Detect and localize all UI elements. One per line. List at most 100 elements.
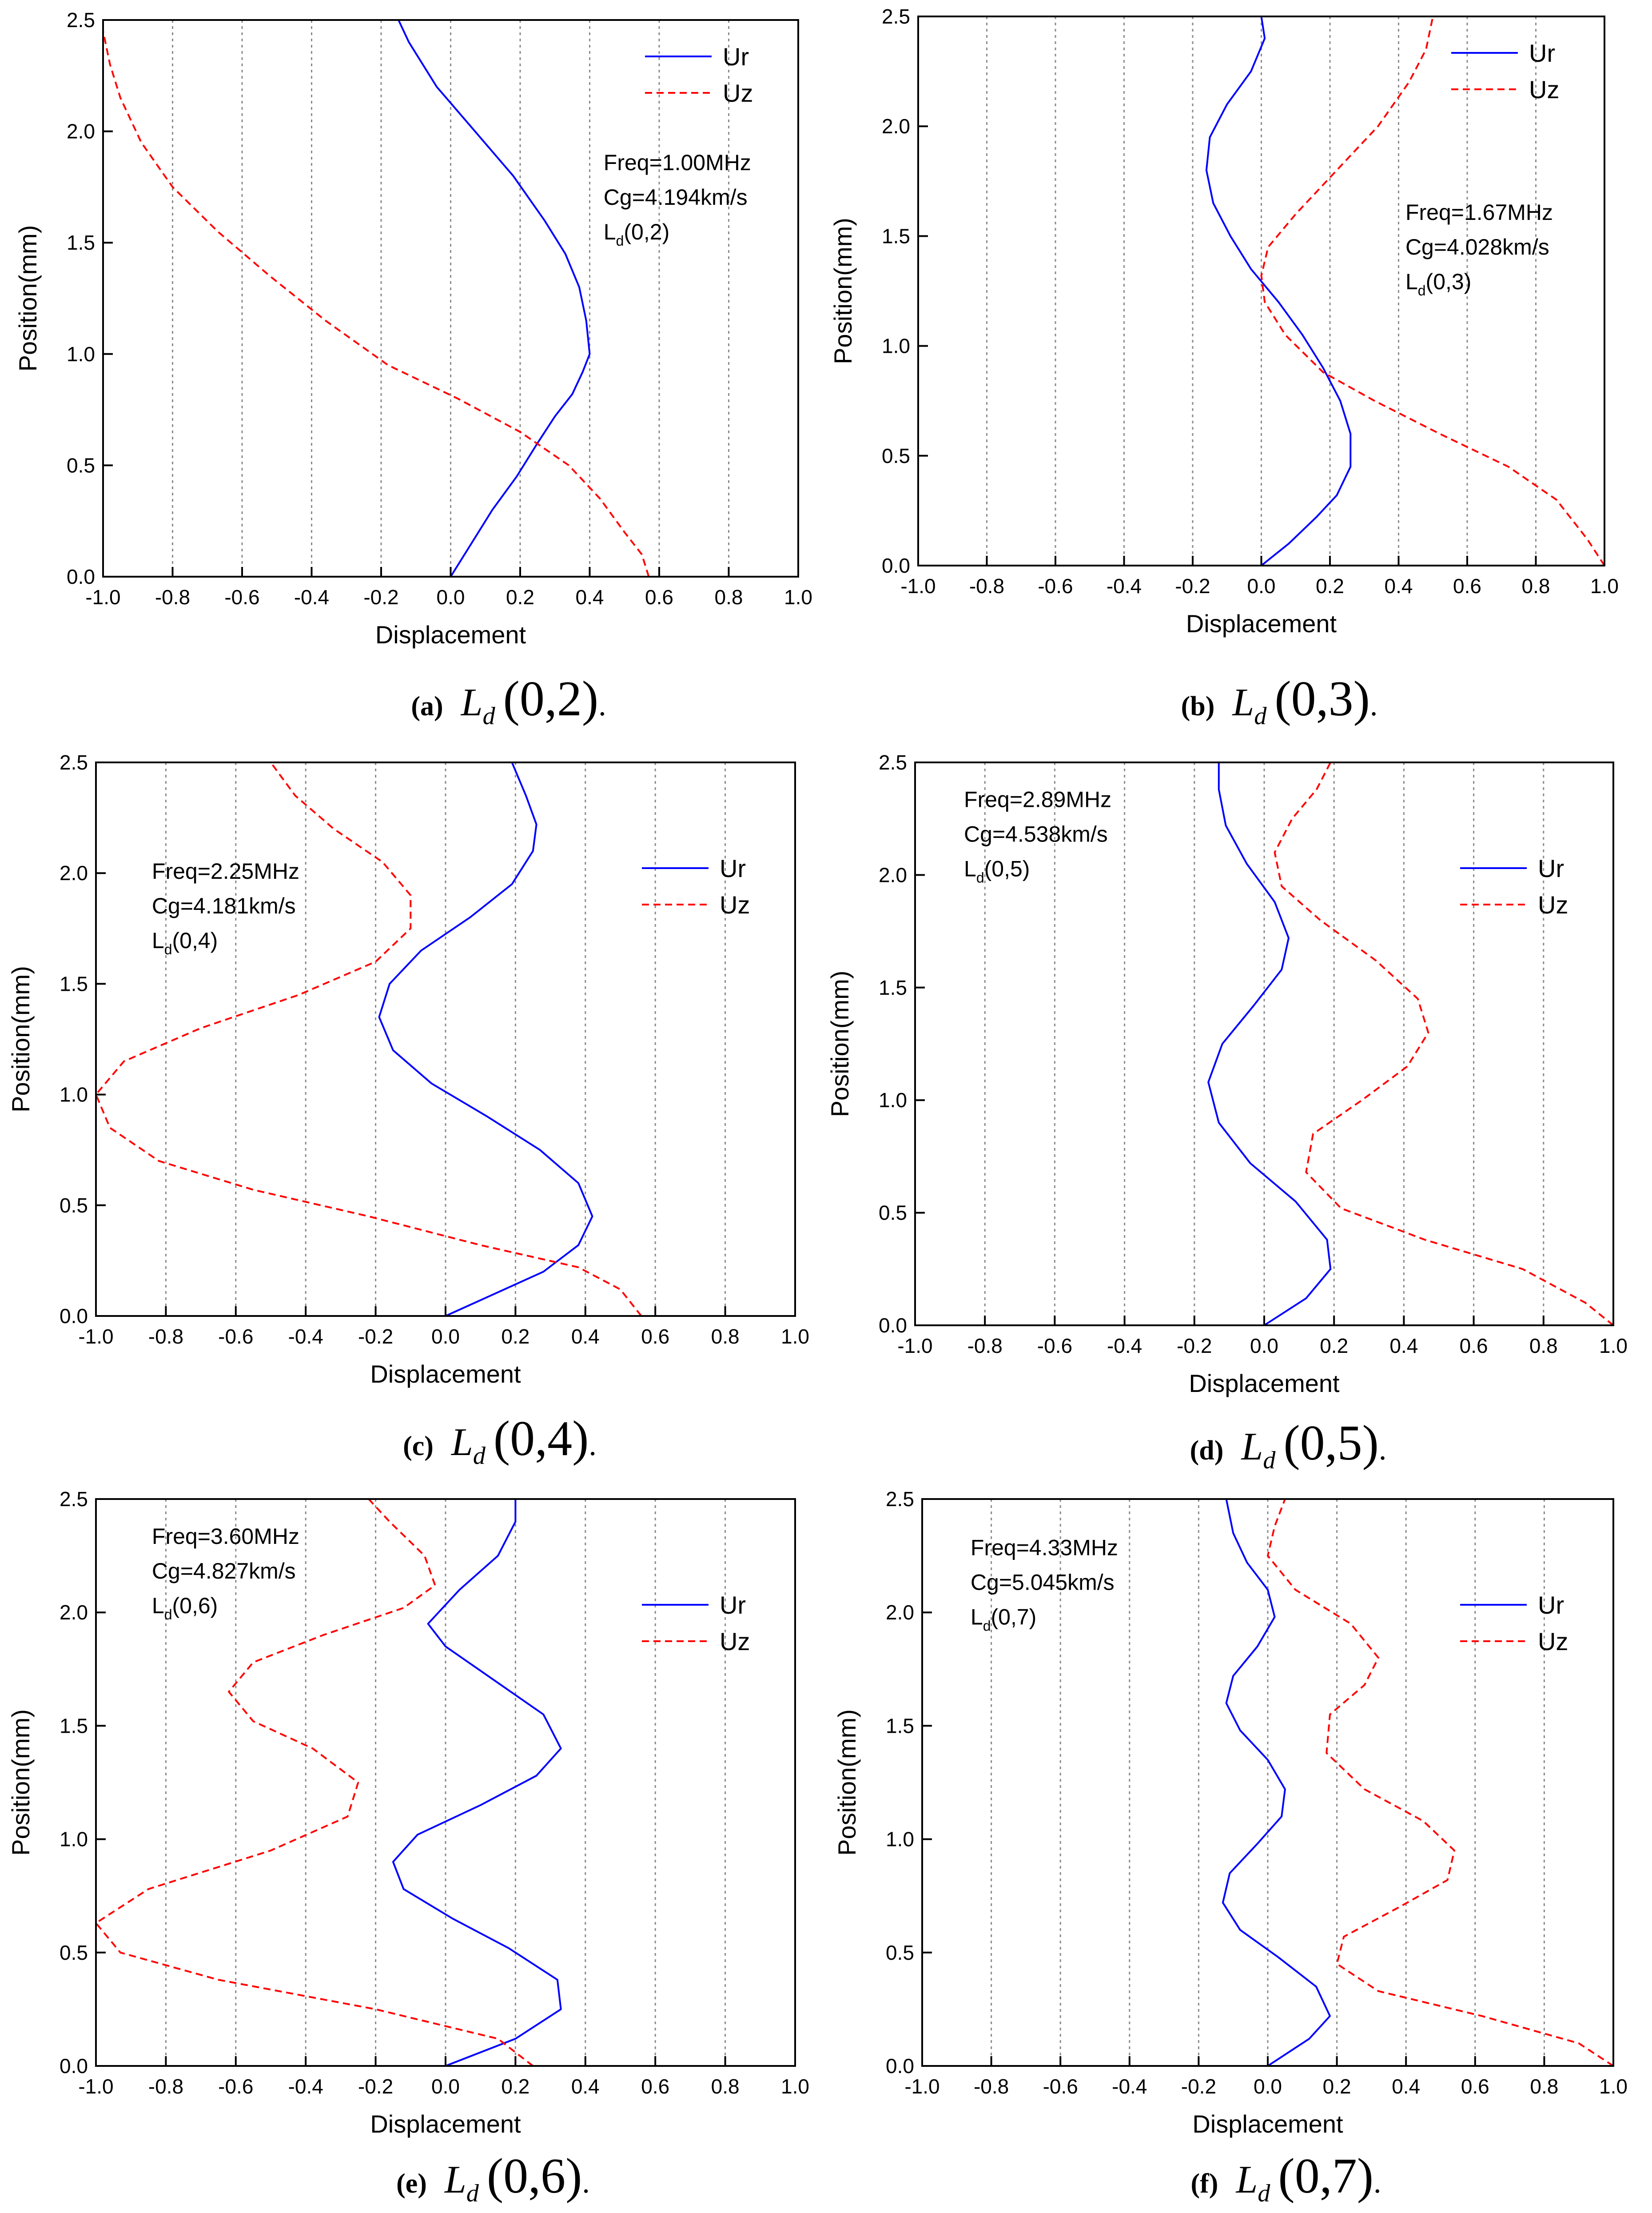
x-tick-label: 0.2 [501,2075,529,2098]
y-tick-label: 0.0 [60,1304,88,1328]
x-tick-label: 0.2 [1316,574,1344,598]
x-tick-label: 1.0 [781,1325,809,1348]
series-line-ur [1205,16,1352,566]
x-tick-label: 0.8 [1530,2075,1558,2098]
x-tick-label: 0.0 [1247,574,1276,598]
legend-label-uz: Uz [720,891,750,919]
x-tick-label: 1.0 [781,2075,809,2098]
x-tick-label: -0.6 [218,1325,253,1348]
y-tick-label: 2.0 [67,120,95,143]
y-tick-label: 0.0 [882,554,910,577]
x-axis-label: Displacement [370,1360,521,1388]
annotation: Freq=4.33MHz Cg=5.045km/s Ld(0,7) [971,1535,1118,1634]
annotation-freq: Freq=2.89MHz [964,787,1111,812]
legend-label-ur: Ur [720,1591,746,1619]
annotation-mode: Ld(0,4) [152,928,218,957]
x-tick-label: 0.8 [711,2075,740,2098]
x-tick-label: -0.8 [155,586,190,609]
y-tick-label: 1.0 [882,335,910,358]
annotation: Freq=2.89MHz Cg=4.538km/s Ld(0,5) [964,787,1111,886]
y-tick-label: 1.0 [67,343,95,366]
y-tick-label: 1.5 [60,1714,88,1737]
chart-panel-e: -1.0 -0.8 -0.6 -0.4 -0.2 0.0 0.2 0.4 0.6 0.8 1.0 0.… [7,1487,809,2207]
x-tick-label: -0.2 [1181,2075,1216,2098]
plot-frame [95,1498,796,2067]
legend-label-uz: Uz [720,1627,750,1655]
x-tick-label: 0.0 [431,2075,460,2098]
x-tick-label: 0.6 [645,586,673,609]
y-tick-label: 2.0 [882,115,910,138]
x-tick-label: 1.0 [1590,574,1619,598]
y-tick-label: 0.0 [886,2054,914,2077]
legend-label-ur: Ur [1529,39,1555,67]
x-tick-label: -0.2 [363,586,398,609]
legend: Ur Uz [642,1591,750,1655]
caption: (c) Ld (0,4). [403,1411,597,1470]
annotation-cg: Cg=4.538km/s [964,822,1108,847]
series-line-ur [1207,762,1332,1326]
x-tick-label: 0.6 [1460,1334,1488,1357]
x-tick-label: 0.8 [715,586,743,609]
y-tick-label: 1.0 [60,1828,88,1851]
x-tick-label: 0.4 [571,2075,600,2098]
y-tick-label: 1.5 [879,976,907,999]
x-axis-label: Displacement [1189,1369,1340,1397]
x-axis-label: Displacement [370,2110,521,2138]
caption: (f) Ld (0,7). [1191,2149,1381,2207]
series-line-uz [95,762,642,1317]
legend: Ur Uz [642,854,750,919]
y-tick-label: 0.5 [879,1201,907,1224]
series-line-ur [378,762,593,1317]
x-tick-label: 0.4 [576,586,604,609]
y-tick-label: 1.0 [60,1083,88,1106]
x-tick-label: -0.4 [288,1325,323,1348]
x-tick-label: -0.6 [1043,2075,1078,2098]
annotation-mode: Ld(0,5) [964,857,1030,886]
y-axis-label: Position(mm) [829,218,857,364]
x-tick-label: -1.0 [900,574,935,598]
x-tick-label: -0.2 [1177,1334,1212,1357]
x-tick-label: -0.4 [1107,1334,1142,1357]
series-line-ur [392,1499,562,2067]
x-tick-label: -0.8 [967,1334,1003,1357]
series-line-ur [398,20,591,578]
y-tick-label: 0.5 [60,1941,88,1964]
annotation: Freq=1.00MHz Cg=4.194km/s Ld(0,2) [604,150,751,249]
annotation-mode: Ld(0,7) [971,1605,1036,1634]
annotation-freq: Freq=3.60MHz [152,1524,299,1549]
y-tick-label: 2.5 [882,5,910,28]
y-axis-label: Position(mm) [826,971,854,1117]
series-line-uz [1260,16,1605,566]
series-line-uz [1274,762,1614,1326]
x-tick-label: -0.8 [148,2075,183,2098]
caption: (a) Ld (0,2). [411,671,606,730]
caption: (e) Ld (0,6). [396,2149,590,2207]
x-tick-label: 1.0 [1599,1334,1628,1357]
x-tick-label: 0.8 [1522,574,1550,598]
annotation-mode: Ld(0,2) [604,219,669,249]
x-tick-label: 0.2 [501,1325,529,1348]
y-axis-label: Position(mm) [7,1709,35,1856]
x-tick-label: 0.6 [1453,574,1481,598]
y-tick-label: 1.5 [60,972,88,995]
annotation-freq: Freq=1.00MHz [604,150,751,175]
x-tick-label: 0.0 [431,1325,460,1348]
x-tick-label: -1.0 [904,2075,939,2098]
x-tick-label: -0.8 [148,1325,183,1348]
chart-panel-d: -1.0 -0.8 -0.6 -0.4 -0.2 0.0 0.2 0.4 0.6 0.8 1.0 0.… [826,751,1628,1474]
x-tick-label: -0.6 [1037,1334,1072,1357]
y-tick-label: 0.0 [879,1314,907,1337]
series-line-ur [1222,1499,1331,2067]
annotation-cg: Cg=5.045km/s [971,1570,1115,1595]
legend: Ur Uz [645,43,753,107]
annotation-freq: Freq=2.25MHz [152,859,299,884]
legend-label-ur: Ur [1538,1591,1564,1619]
legend-label-ur: Ur [720,854,746,882]
y-tick-label: 1.0 [886,1828,914,1851]
x-tick-label: 0.0 [437,586,465,609]
x-axis-label: Displacement [1186,610,1337,638]
y-axis-label: Position(mm) [833,1709,861,1856]
y-tick-label: 2.0 [60,861,88,885]
legend-label-uz: Uz [1538,891,1568,919]
annotation-mode: Ld(0,6) [152,1593,218,1623]
